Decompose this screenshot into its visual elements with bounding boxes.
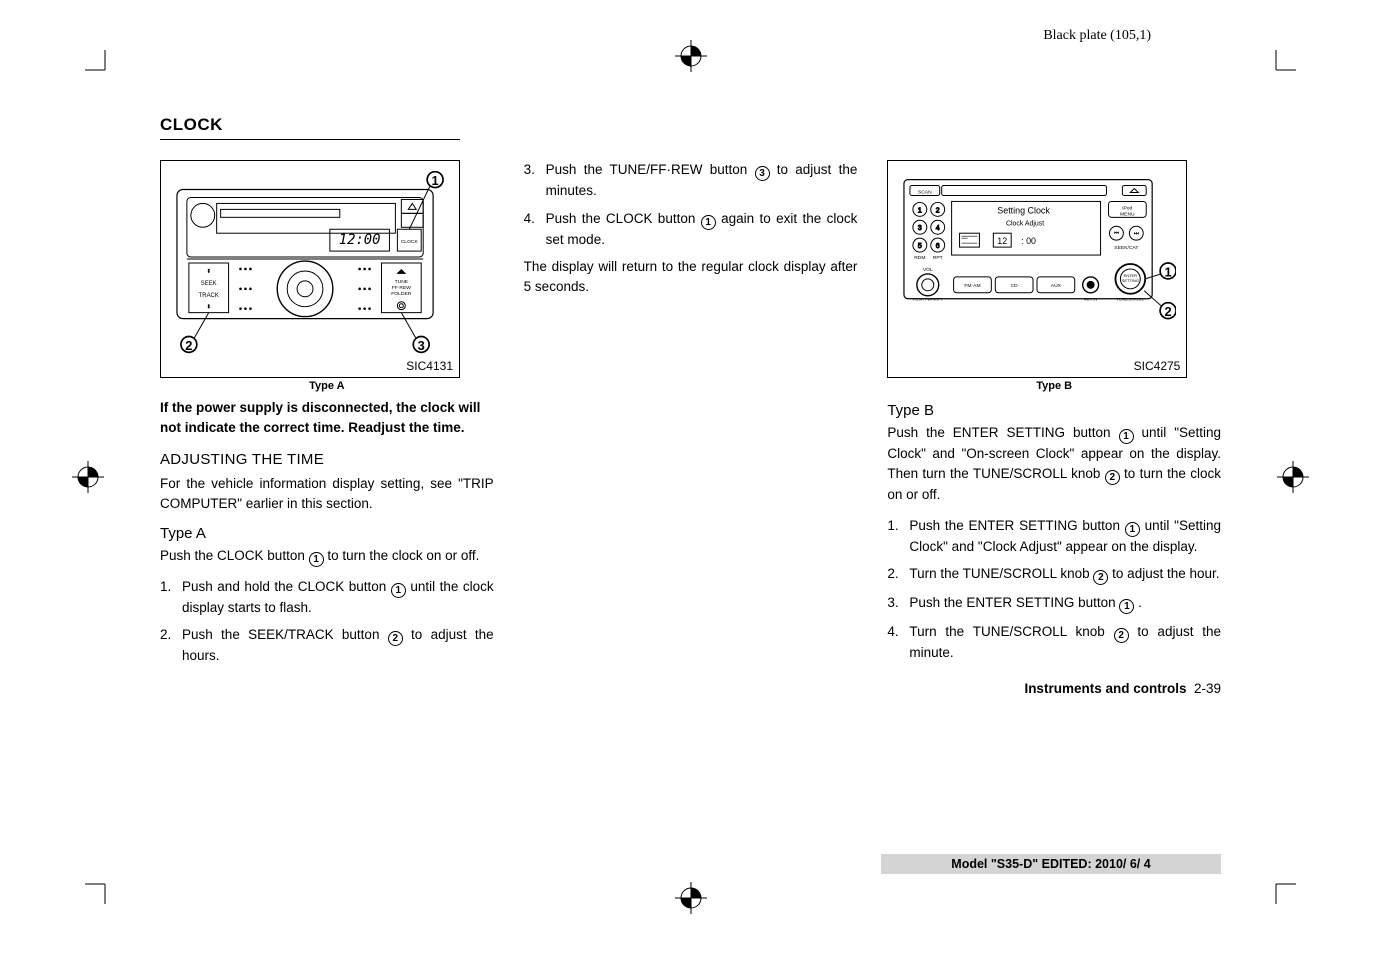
figure-caption: Type B xyxy=(887,380,1221,392)
svg-text:⬍: ⬍ xyxy=(206,268,211,275)
svg-text:FF·REW: FF·REW xyxy=(392,285,412,291)
callout-icon: 2 xyxy=(1105,470,1120,485)
step-item: 1. Push and hold the CLOCK button 1 unti… xyxy=(160,577,494,618)
registration-mark-icon xyxy=(673,38,709,74)
svg-text:SEEK/CAT: SEEK/CAT xyxy=(1115,245,1139,251)
registration-mark-icon xyxy=(1275,459,1311,495)
callout-icon: 1 xyxy=(1125,522,1140,537)
section-title: CLOCK xyxy=(160,115,460,140)
adjusting-heading: ADJUSTING THE TIME xyxy=(160,451,494,468)
type-b-intro: Push the ENTER SETTING button 1 until "S… xyxy=(887,423,1221,506)
clock-display-text: 12:00 xyxy=(339,232,381,248)
svg-text:VOL: VOL xyxy=(923,267,933,273)
svg-text:⏭: ⏭ xyxy=(1134,231,1140,237)
registration-mark-icon xyxy=(70,459,106,495)
figure-id-label: SIC4131 xyxy=(406,359,453,373)
svg-text:1: 1 xyxy=(432,173,439,188)
figure-caption: Type A xyxy=(160,380,494,392)
step-item: 2. Push the SEEK/TRACK button 2 to adjus… xyxy=(160,625,494,666)
callout-icon: 2 xyxy=(1093,570,1108,585)
svg-text:Clock Adjust: Clock Adjust xyxy=(1006,220,1044,227)
svg-text:1: 1 xyxy=(918,207,922,214)
column-3: SCAN 1 2 3 4 5 6 RDM xyxy=(887,160,1221,696)
disconnect-warning: If the power supply is disconnected, the… xyxy=(160,398,494,437)
svg-text:PUSH PWR/OFF: PUSH PWR/OFF xyxy=(913,297,944,302)
svg-text:3: 3 xyxy=(418,338,425,353)
model-edition-bar: Model "S35-D" EDITED: 2010/ 6/ 4 xyxy=(881,854,1221,874)
registration-mark-icon xyxy=(673,880,709,916)
callout-1-icon: 1 xyxy=(309,552,324,567)
svg-text:SCAN: SCAN xyxy=(918,190,932,196)
svg-text:4: 4 xyxy=(936,225,940,232)
page-footer: Instruments and controls 2-39 xyxy=(887,681,1221,696)
svg-text:iPod: iPod xyxy=(1123,205,1133,211)
trip-computer-para: For the vehicle information display sett… xyxy=(160,474,494,515)
svg-text:1: 1 xyxy=(1165,264,1172,279)
crop-mark-icon xyxy=(85,50,115,80)
column-1: 12:00 CLOCK xyxy=(160,160,494,696)
type-a-steps: 1. Push and hold the CLOCK button 1 unti… xyxy=(160,577,494,666)
svg-text:⬍: ⬍ xyxy=(206,304,211,311)
svg-text:FM·AM: FM·AM xyxy=(965,283,981,289)
type-a-heading: Type A xyxy=(160,525,494,542)
step-item: 2. Turn the TUNE/SCROLL knob 2 to adjust… xyxy=(887,564,1221,585)
svg-text:: 00: : 00 xyxy=(1021,236,1036,246)
callout-icon: 1 xyxy=(391,583,406,598)
svg-text:SETTING: SETTING xyxy=(1122,278,1139,283)
radio-type-b-illustration: SCAN 1 2 3 4 5 6 RDM xyxy=(898,171,1176,355)
svg-text:CLOCK: CLOCK xyxy=(401,239,419,245)
svg-text:RDM: RDM xyxy=(915,255,926,261)
closing-para: The display will return to the regular c… xyxy=(524,257,858,298)
figure-type-b: SCAN 1 2 3 4 5 6 RDM xyxy=(887,160,1187,378)
svg-text:2: 2 xyxy=(936,207,940,214)
radio-type-a-illustration: 12:00 CLOCK xyxy=(171,171,449,355)
crop-mark-icon xyxy=(85,874,115,904)
type-a-steps-cont: 3. Push the TUNE/FF·REW button 3 to adju… xyxy=(524,160,858,249)
svg-text:TUNE/SCROLL: TUNE/SCROLL xyxy=(1117,297,1146,302)
callout-icon: 2 xyxy=(388,631,403,646)
svg-text:CD: CD xyxy=(1011,283,1019,289)
type-a-intro: Push the CLOCK button 1 to turn the cloc… xyxy=(160,546,494,567)
type-b-heading: Type B xyxy=(887,402,1221,419)
step-item: 4. Turn the TUNE/SCROLL knob 2 to adjust… xyxy=(887,622,1221,663)
callout-icon: 1 xyxy=(701,215,716,230)
step-item: 1. Push the ENTER SETTING button 1 until… xyxy=(887,516,1221,557)
callout-icon: 3 xyxy=(755,166,770,181)
svg-text:AUX IN: AUX IN xyxy=(1084,297,1097,302)
svg-text:3: 3 xyxy=(918,225,922,232)
crop-mark-icon xyxy=(1266,874,1296,904)
figure-type-a: 12:00 CLOCK xyxy=(160,160,460,378)
svg-text:MENU: MENU xyxy=(1120,211,1135,217)
figure-id-label: SIC4275 xyxy=(1134,359,1181,373)
svg-text:⏮: ⏮ xyxy=(1114,231,1120,237)
plate-header: Black plate (105,1) xyxy=(1043,28,1151,44)
svg-text:AUX: AUX xyxy=(1051,283,1062,289)
svg-text:FOLDER: FOLDER xyxy=(391,291,412,297)
type-b-steps: 1. Push the ENTER SETTING button 1 until… xyxy=(887,516,1221,663)
callout-icon: 1 xyxy=(1119,599,1134,614)
svg-text:Setting Clock: Setting Clock xyxy=(998,205,1051,215)
svg-text:12: 12 xyxy=(998,236,1008,246)
callout-icon: 2 xyxy=(1114,628,1129,643)
crop-mark-icon xyxy=(1266,50,1296,80)
step-item: 3. Push the TUNE/FF·REW button 3 to adju… xyxy=(524,160,858,201)
step-item: 3. Push the ENTER SETTING button 1 . xyxy=(887,593,1221,614)
page-content: CLOCK 12:00 CLOCK xyxy=(160,115,1221,839)
callout-icon: 1 xyxy=(1119,429,1134,444)
svg-text:RPT: RPT xyxy=(933,255,943,261)
svg-text:5: 5 xyxy=(918,243,922,250)
svg-text:TRACK: TRACK xyxy=(199,293,219,299)
svg-text:SEEK: SEEK xyxy=(201,281,217,287)
svg-text:6: 6 xyxy=(936,243,940,250)
column-2: 3. Push the TUNE/FF·REW button 3 to adju… xyxy=(524,160,858,696)
svg-text:TUNE: TUNE xyxy=(395,279,409,285)
step-item: 4. Push the CLOCK button 1 again to exit… xyxy=(524,209,858,250)
svg-text:2: 2 xyxy=(1165,304,1172,319)
svg-text:2: 2 xyxy=(185,338,192,353)
